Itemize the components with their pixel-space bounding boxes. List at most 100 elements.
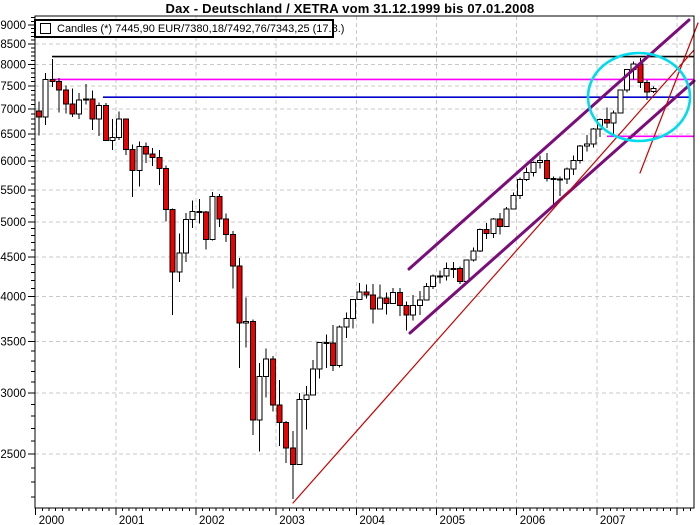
candle (89, 98, 96, 120)
candle (169, 209, 176, 273)
candle (156, 157, 163, 170)
candle (637, 63, 644, 83)
x-axis-label: 2006 (520, 515, 546, 525)
candle (463, 259, 470, 283)
candle (336, 326, 343, 367)
candle (376, 297, 383, 310)
candle (82, 98, 89, 101)
y-axis-label: 8000 (0, 59, 26, 71)
candle (543, 159, 550, 179)
y-axis-label: 8500 (0, 39, 26, 51)
candle (403, 304, 410, 316)
candle (42, 79, 49, 118)
y-axis-label: 4500 (0, 252, 26, 264)
candle (483, 229, 490, 235)
candle (283, 421, 290, 449)
candle (443, 268, 450, 277)
candle (537, 159, 544, 164)
candlestick-series (36, 58, 657, 499)
candle (102, 105, 109, 142)
candle (49, 79, 56, 83)
candle (136, 145, 143, 171)
candle (370, 294, 377, 310)
candle (223, 218, 230, 235)
candle (416, 299, 423, 307)
candle (329, 342, 336, 367)
trend-line-red-main (292, 49, 695, 504)
candle (570, 160, 577, 170)
series-legend[interactable]: Candles (*) 7445,90 EUR/7380,18/7492,76/… (34, 19, 344, 38)
candle (436, 275, 443, 278)
candle (323, 342, 330, 345)
candle (256, 375, 263, 421)
candle (497, 218, 504, 228)
candle (343, 318, 350, 328)
candle (643, 81, 650, 93)
candle (523, 171, 530, 181)
candle (470, 250, 477, 261)
x-axis-label: 2007 (600, 515, 626, 525)
candle (383, 297, 390, 304)
candle (129, 148, 136, 171)
y-axis-label: 7000 (0, 104, 26, 116)
candle (303, 394, 310, 401)
trend-line-red-steep (639, 22, 699, 174)
candle (36, 110, 43, 118)
y-axis-label: 9000 (0, 20, 26, 32)
y-axis-label: 7500 (0, 81, 26, 93)
x-axis-label: 2001 (119, 515, 145, 525)
y-axis-label: 6000 (0, 156, 26, 168)
candle (423, 285, 430, 301)
candle (142, 145, 149, 155)
candle (390, 291, 397, 304)
candle (162, 168, 169, 211)
candle (550, 177, 557, 180)
candle (216, 195, 223, 220)
x-axis-label: 2005 (440, 515, 466, 525)
candle (510, 195, 517, 210)
y-axis: 2500 3000 3500 4000 4500 5000 5500 6000 6500 7000… (0, 17, 35, 498)
candle (263, 358, 270, 377)
candle (603, 118, 610, 124)
x-axis-label: 2003 (279, 515, 305, 525)
candle (316, 342, 323, 370)
candle (590, 128, 597, 145)
candle (116, 118, 123, 138)
candle (456, 268, 463, 283)
candle (296, 399, 303, 466)
plot-border (34, 15, 695, 509)
y-axis-label: 6500 (0, 129, 26, 141)
candle (557, 178, 564, 181)
series-checkbox-icon[interactable] (40, 23, 51, 34)
axes-frame (34, 15, 695, 509)
candle (577, 145, 584, 162)
candle (269, 358, 276, 406)
series-legend-label: Candles (*) 7445,90 EUR/7380,18/7492,76/… (57, 22, 345, 35)
candle (62, 89, 69, 105)
y-axis-label: 3000 (0, 388, 26, 400)
candle (183, 218, 190, 254)
y-axis-label: 4000 (0, 292, 26, 304)
x-axis-label: 2002 (199, 515, 225, 525)
candle (410, 305, 417, 316)
chart-title: Dax - Deutschland / XETRA vom 31.12.1999… (165, 1, 535, 16)
candle (276, 404, 283, 423)
candle (396, 291, 403, 306)
candle (69, 103, 76, 115)
candle (109, 136, 116, 142)
candle (617, 89, 624, 114)
x-axis-label: 2004 (359, 515, 385, 525)
candle (430, 275, 437, 287)
candle (490, 218, 497, 235)
candle (476, 229, 483, 252)
candle (149, 153, 156, 159)
candle (236, 265, 243, 324)
candle (243, 321, 250, 324)
candle (229, 233, 236, 267)
candle (56, 81, 63, 91)
candle (517, 179, 524, 197)
trend-channel-lower (408, 79, 696, 335)
candle (309, 368, 316, 396)
candle (209, 195, 216, 240)
